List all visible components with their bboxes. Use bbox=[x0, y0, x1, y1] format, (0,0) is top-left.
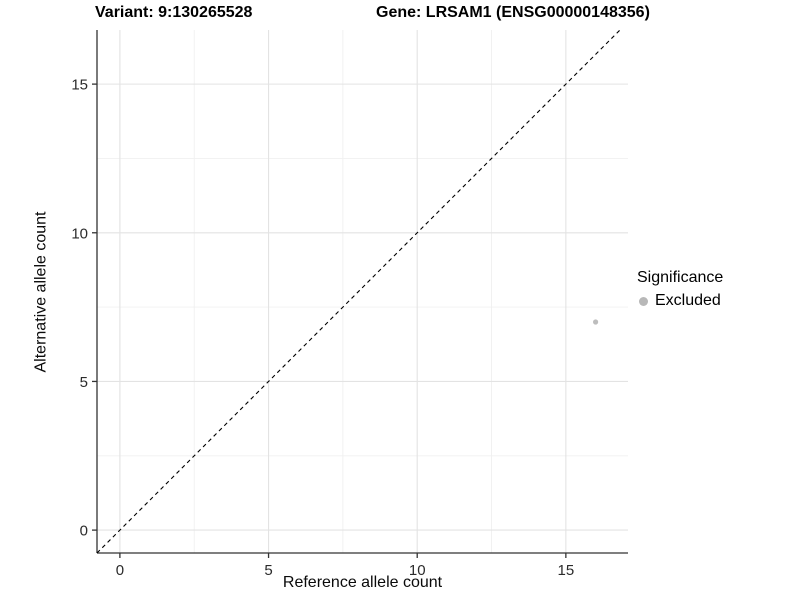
y-tick-label: 5 bbox=[80, 374, 88, 391]
x-tick-label: 10 bbox=[409, 562, 426, 579]
x-tick-label: 0 bbox=[116, 562, 124, 579]
y-axis-title: Alternative allele count bbox=[32, 211, 50, 372]
y-axis-title-wrap: Alternative allele count bbox=[24, 30, 58, 553]
legend: Significance Excluded bbox=[637, 269, 723, 310]
y-tick-label: 15 bbox=[71, 77, 88, 94]
data-point bbox=[592, 319, 599, 325]
legend-item-excluded: Excluded bbox=[639, 292, 723, 310]
x-tick-label: 5 bbox=[264, 562, 272, 579]
x-tick-label: 15 bbox=[558, 562, 575, 579]
legend-item-label: Excluded bbox=[655, 292, 721, 309]
plot-title-gene: Gene: LRSAM1 (ENSG00000148356) bbox=[376, 4, 650, 21]
legend-point-icon bbox=[639, 296, 648, 306]
identity-line bbox=[96, 29, 621, 554]
plot-title-variant: Variant: 9:130265528 bbox=[95, 4, 253, 21]
legend-title: Significance bbox=[637, 269, 724, 286]
y-tick-label: 10 bbox=[71, 225, 88, 242]
x-axis-title: Reference allele count bbox=[282, 574, 443, 591]
y-tick-label: 0 bbox=[80, 523, 88, 540]
